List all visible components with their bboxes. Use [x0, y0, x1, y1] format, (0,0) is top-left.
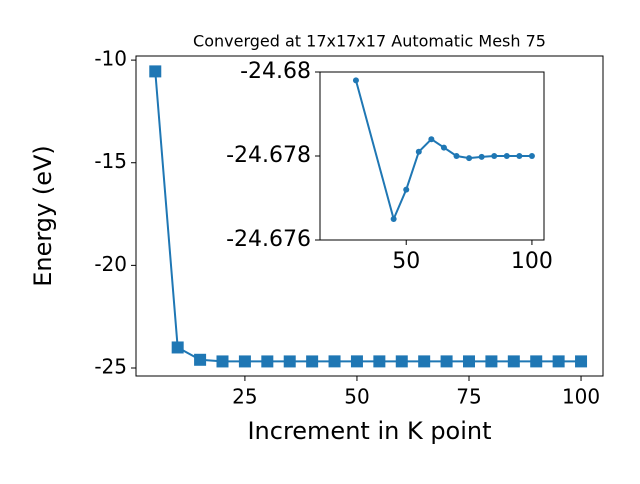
marker — [466, 155, 473, 162]
marker — [415, 148, 422, 155]
plot-frame — [319, 71, 545, 241]
marker — [395, 355, 408, 368]
chart-title: Converged at 17x17x17 Automatic Mesh 75 — [193, 32, 546, 51]
y-tick-label: -24.676 — [226, 227, 311, 252]
plot-frame — [135, 55, 604, 377]
marker — [352, 77, 359, 84]
marker — [373, 355, 386, 368]
marker — [507, 355, 520, 368]
marker — [238, 355, 251, 368]
marker — [503, 153, 510, 159]
x-tick-label: 50 — [344, 385, 369, 409]
marker — [528, 153, 535, 159]
marker — [403, 186, 410, 193]
marker — [530, 355, 543, 368]
y-axis-label: Energy (eV) — [29, 145, 57, 287]
marker — [485, 355, 498, 368]
marker — [194, 353, 207, 366]
marker — [283, 355, 296, 368]
y-tick-label: -24.678 — [226, 143, 311, 168]
marker — [491, 153, 498, 159]
marker — [418, 355, 431, 368]
y-tick-label: -15 — [94, 149, 127, 173]
marker — [428, 136, 435, 143]
x-tick-label: 100 — [562, 385, 600, 409]
marker — [440, 144, 447, 151]
marker — [575, 355, 588, 368]
marker — [478, 153, 485, 160]
marker — [440, 355, 453, 368]
y-tick-label: -24.68 — [240, 59, 311, 84]
marker — [552, 355, 565, 368]
y-tick-label: -10 — [94, 47, 127, 71]
x-tick-label: 50 — [392, 249, 420, 274]
marker — [516, 153, 523, 159]
marker — [462, 355, 475, 368]
x-axis-label: Increment in K point — [247, 417, 491, 445]
y-tick-label: -25 — [94, 354, 127, 378]
x-tick-label: 75 — [456, 385, 481, 409]
x-tick-label: 25 — [232, 385, 257, 409]
marker — [149, 65, 162, 78]
marker — [306, 355, 319, 368]
marker — [453, 153, 460, 159]
x-tick-label: 100 — [511, 249, 553, 274]
marker — [171, 341, 184, 354]
marker — [350, 355, 363, 368]
marker — [216, 355, 229, 368]
y-tick-label: -20 — [94, 252, 127, 276]
marker — [328, 355, 341, 368]
marker — [390, 216, 397, 222]
marker — [261, 355, 274, 368]
